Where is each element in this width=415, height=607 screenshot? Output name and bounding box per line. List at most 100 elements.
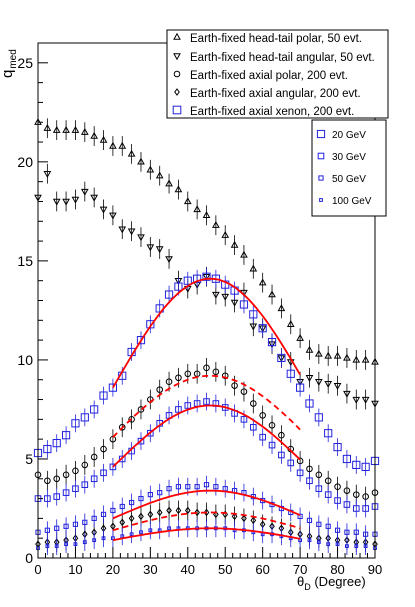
point-s5-31 bbox=[324, 491, 332, 498]
point-s2-28 bbox=[296, 457, 304, 465]
point-s1-14-shape bbox=[165, 256, 173, 264]
point-s7-29-shape bbox=[307, 538, 312, 543]
legend-marker-2-shape bbox=[173, 70, 181, 78]
point-s2-20 bbox=[221, 372, 229, 380]
point-s6-10 bbox=[129, 499, 135, 506]
point-s1-33 bbox=[343, 390, 351, 398]
point-s0-14 bbox=[165, 179, 173, 187]
point-s2-29 bbox=[306, 465, 313, 473]
point-s2-34 bbox=[352, 491, 360, 498]
point-s7-10 bbox=[129, 532, 134, 537]
point-s1-13-shape bbox=[155, 246, 164, 254]
point-s0-20-shape bbox=[221, 230, 230, 238]
point-s2-21 bbox=[231, 382, 238, 389]
point-s5-7 bbox=[100, 469, 107, 477]
point-s2-1 bbox=[44, 477, 51, 485]
point-s6-3 bbox=[63, 523, 69, 529]
point-s2-33-shape bbox=[343, 487, 351, 494]
point-s0-4 bbox=[71, 125, 80, 133]
point-s3-18-shape bbox=[203, 508, 210, 517]
point-s7-32-shape bbox=[335, 542, 340, 547]
point-s2-10-shape bbox=[128, 416, 135, 423]
point-s4-1-shape bbox=[43, 444, 52, 454]
point-s0-10 bbox=[127, 149, 136, 157]
point-s6-6-shape bbox=[91, 515, 97, 521]
point-s5-29 bbox=[306, 477, 313, 485]
point-s0-21 bbox=[230, 240, 239, 248]
point-s6-2-shape bbox=[54, 525, 60, 531]
point-s5-23 bbox=[250, 423, 257, 431]
point-s1-33-shape bbox=[343, 390, 351, 398]
point-s6-13 bbox=[157, 490, 163, 496]
point-s0-34-shape bbox=[352, 355, 361, 363]
point-s4-8-shape bbox=[108, 383, 117, 392]
point-s1-30-shape bbox=[314, 379, 323, 386]
point-s4-23 bbox=[249, 310, 258, 319]
point-s1-8 bbox=[109, 212, 117, 220]
point-s0-14-shape bbox=[165, 179, 173, 187]
point-s0-3-shape bbox=[62, 125, 70, 133]
point-s2-29-shape bbox=[306, 465, 313, 473]
point-s4-31 bbox=[324, 429, 333, 438]
point-s7-14-shape bbox=[167, 526, 171, 531]
point-s7-30 bbox=[316, 540, 321, 545]
point-s6-35-shape bbox=[363, 531, 369, 537]
point-s4-24 bbox=[258, 324, 267, 333]
point-s1-29 bbox=[305, 375, 314, 382]
point-s1-2 bbox=[52, 198, 61, 206]
point-s6-34-shape bbox=[353, 529, 359, 535]
point-s2-18 bbox=[203, 364, 210, 372]
point-s7-34 bbox=[354, 544, 359, 549]
point-s4-16 bbox=[183, 276, 192, 285]
point-s4-34 bbox=[352, 460, 361, 470]
x-tick-label-0: 0 bbox=[34, 562, 41, 577]
point-s7-2-shape bbox=[54, 544, 59, 549]
point-s1-23 bbox=[249, 323, 258, 331]
point-s2-16-shape bbox=[184, 370, 192, 378]
point-s6-31 bbox=[325, 523, 331, 529]
point-s6-7-shape bbox=[100, 511, 107, 518]
point-s3-12-shape bbox=[147, 510, 154, 519]
point-s1-1-shape bbox=[43, 171, 52, 178]
point-s5-35 bbox=[362, 505, 369, 512]
point-s6-5-shape bbox=[82, 519, 88, 525]
point-s2-3-shape bbox=[62, 471, 70, 479]
point-s0-32 bbox=[333, 351, 342, 359]
point-s0-35 bbox=[361, 355, 370, 363]
point-s1-8-shape bbox=[109, 212, 117, 220]
point-s2-9-shape bbox=[118, 423, 126, 431]
point-s4-35-shape bbox=[361, 462, 370, 471]
point-s5-11 bbox=[137, 437, 145, 445]
x-tick-label-40: 40 bbox=[181, 562, 195, 577]
point-s4-27 bbox=[286, 369, 295, 378]
point-s3-17 bbox=[194, 508, 200, 517]
point-s0-8-shape bbox=[109, 141, 117, 149]
point-s2-6 bbox=[90, 453, 98, 461]
point-s5-34-shape bbox=[352, 505, 360, 512]
point-s0-12-shape bbox=[146, 165, 155, 173]
fit-curve-4 bbox=[112, 511, 301, 532]
legend-mass-marker-3 bbox=[319, 198, 323, 202]
point-s2-25 bbox=[268, 421, 276, 429]
legend-markers bbox=[172, 32, 182, 115]
point-s2-35-shape bbox=[362, 493, 369, 500]
point-s1-29-shape bbox=[305, 375, 314, 382]
point-s0-2-shape bbox=[52, 125, 61, 133]
point-s5-3-shape bbox=[62, 489, 70, 496]
point-s6-30 bbox=[316, 521, 322, 527]
point-s1-11-shape bbox=[137, 234, 145, 242]
point-s5-35-shape bbox=[362, 505, 369, 512]
point-s6-17-shape bbox=[194, 484, 200, 490]
point-s5-32-shape bbox=[334, 497, 341, 504]
point-s3-21-shape bbox=[231, 512, 238, 521]
y-tick-label-10: 10 bbox=[17, 352, 33, 368]
point-s7-14 bbox=[167, 526, 171, 531]
point-s5-16-shape bbox=[184, 402, 192, 409]
point-s7-7-shape bbox=[101, 536, 106, 541]
point-s0-8 bbox=[109, 141, 117, 149]
point-s5-22-shape bbox=[240, 416, 248, 423]
point-s0-15 bbox=[174, 185, 183, 193]
point-s1-34-shape bbox=[352, 396, 361, 404]
point-s3-16-shape bbox=[184, 506, 191, 515]
point-s6-4 bbox=[72, 521, 79, 527]
